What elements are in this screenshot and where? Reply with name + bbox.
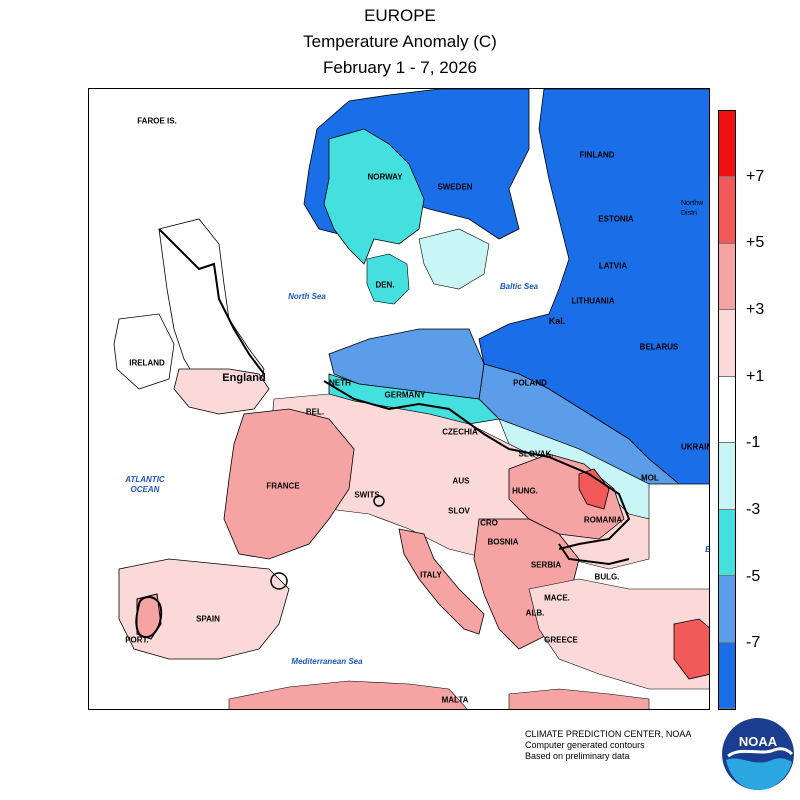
legend-tick-label: +1 <box>746 367 765 385</box>
legend-swatch <box>719 310 735 377</box>
legend-swatch <box>719 443 735 510</box>
label-black-sea-partial: B <box>703 545 709 555</box>
credit-line-2: Computer generated contours <box>525 740 645 750</box>
label-macedonia: MACE. <box>544 593 570 603</box>
legend-tick-label: +7 <box>746 167 765 185</box>
legend-swatch <box>719 111 735 178</box>
label-slovakia: SLOVAK. <box>518 449 554 459</box>
label-netherlands: NETH <box>329 378 351 388</box>
label-switzerland: SWITS <box>354 490 380 500</box>
label-lithuania: LITHUANIA <box>571 296 615 306</box>
legend-tick-label: -3 <box>746 501 761 518</box>
chart-title: EUROPE <box>364 6 436 25</box>
map-area: FAROE IS. NORWAY SWEDEN FINLAND ESTONIA … <box>88 88 710 710</box>
region-sweden-lightcyan <box>418 228 490 290</box>
region-denmark-cyan <box>366 253 410 305</box>
legend-colorbar <box>718 110 736 710</box>
label-baltic-sea: Baltic Sea <box>499 282 539 291</box>
legend-swatch <box>719 642 735 709</box>
label-denmark: DEN. <box>375 280 395 290</box>
region-africa-pink <box>228 680 468 709</box>
label-portugal: PORT. <box>125 635 149 645</box>
noaa-logo: NOAA <box>722 718 794 790</box>
label-faroe: FAROE IS. <box>137 116 177 126</box>
region-norway-cyan <box>323 128 425 265</box>
credit-line-1: CLIMATE PREDICTION CENTER, NOAA <box>525 729 692 739</box>
region-iberia-pink <box>118 558 290 660</box>
contour-zero-north <box>158 228 265 375</box>
label-kaliningrad: Kal. <box>548 316 566 326</box>
chart-period: February 1 - 7, 2026 <box>322 58 478 77</box>
label-moldova: MOL <box>641 473 659 483</box>
label-poland: POLAND <box>513 378 547 388</box>
label-spain: SPAIN <box>196 614 220 624</box>
legend-swatch <box>719 177 735 244</box>
legend-tick-label: +5 <box>746 234 765 252</box>
label-estonia: ESTONIA <box>598 214 634 224</box>
legend-tick-label: -1 <box>746 434 761 452</box>
label-norway: NORWAY <box>367 172 403 182</box>
label-belarus: BELARUS <box>639 342 679 352</box>
region-turkey-hot <box>673 618 709 680</box>
contour-spain-ring <box>270 572 288 590</box>
anomaly-map <box>89 89 709 709</box>
label-sweden: SWEDEN <box>437 182 473 192</box>
region-england-pink <box>173 368 270 415</box>
credit-line-3: Based on preliminary data <box>525 751 630 761</box>
label-serbia: SERBIA <box>530 560 562 570</box>
label-latvia: LATVIA <box>598 261 628 271</box>
region-romania-hot <box>578 468 610 510</box>
contour-zero-romania <box>558 543 630 566</box>
label-austria: AUS <box>452 476 470 486</box>
label-albania: ALB. <box>525 608 545 618</box>
legend-swatch <box>719 509 735 577</box>
legend-swatch <box>719 243 735 311</box>
region-africa-pink-2 <box>508 688 650 709</box>
contour-alps-ring <box>373 495 385 507</box>
label-romania: ROMANIA <box>583 515 623 525</box>
label-slovenia: SLOV <box>448 506 470 516</box>
label-northwest-district: Northw Distri <box>681 200 704 217</box>
chart-subtitle: Temperature Anomaly (C) <box>303 32 497 51</box>
label-england: England <box>222 372 266 384</box>
label-ireland: IRELAND <box>129 358 165 368</box>
label-bulgaria: BULG. <box>594 572 620 582</box>
legend-tick-label: -7 <box>746 634 761 652</box>
contour-zero-central <box>323 380 631 550</box>
legend-swatch <box>719 376 735 444</box>
label-atlantic-ocean: ATLANTIC OCEAN <box>125 475 165 494</box>
label-bosnia: BOSNIA <box>487 537 519 547</box>
label-finland: FINLAND <box>579 150 615 160</box>
label-hungary: HUNG. <box>512 486 538 496</box>
contour-spain-loop <box>135 596 163 639</box>
legend-tick-label: -5 <box>746 567 761 585</box>
region-ireland-white <box>113 313 175 390</box>
label-czechia: CZECHIA <box>442 427 478 437</box>
label-belgium: BEL. <box>305 407 325 417</box>
label-ukraine: UKRAINE <box>681 442 709 452</box>
label-france: FRANCE <box>266 481 300 491</box>
label-italy: ITALY <box>420 570 442 580</box>
region-greece-pink <box>528 578 709 690</box>
noaa-logo-text: NOAA <box>739 734 778 749</box>
legend-swatch <box>719 576 735 643</box>
legend-tick-label: +3 <box>746 301 765 318</box>
region-france-warm <box>223 408 355 560</box>
label-north-sea: North Sea <box>288 292 326 301</box>
label-germany: GERMANY <box>384 390 426 400</box>
label-greece: GREECE <box>544 635 578 645</box>
label-mediterranean-sea: Mediterranean Sea <box>291 657 363 666</box>
label-croatia: CRO <box>480 518 498 528</box>
region-italy-warm <box>398 528 485 635</box>
label-malta: MALTA <box>441 695 469 705</box>
